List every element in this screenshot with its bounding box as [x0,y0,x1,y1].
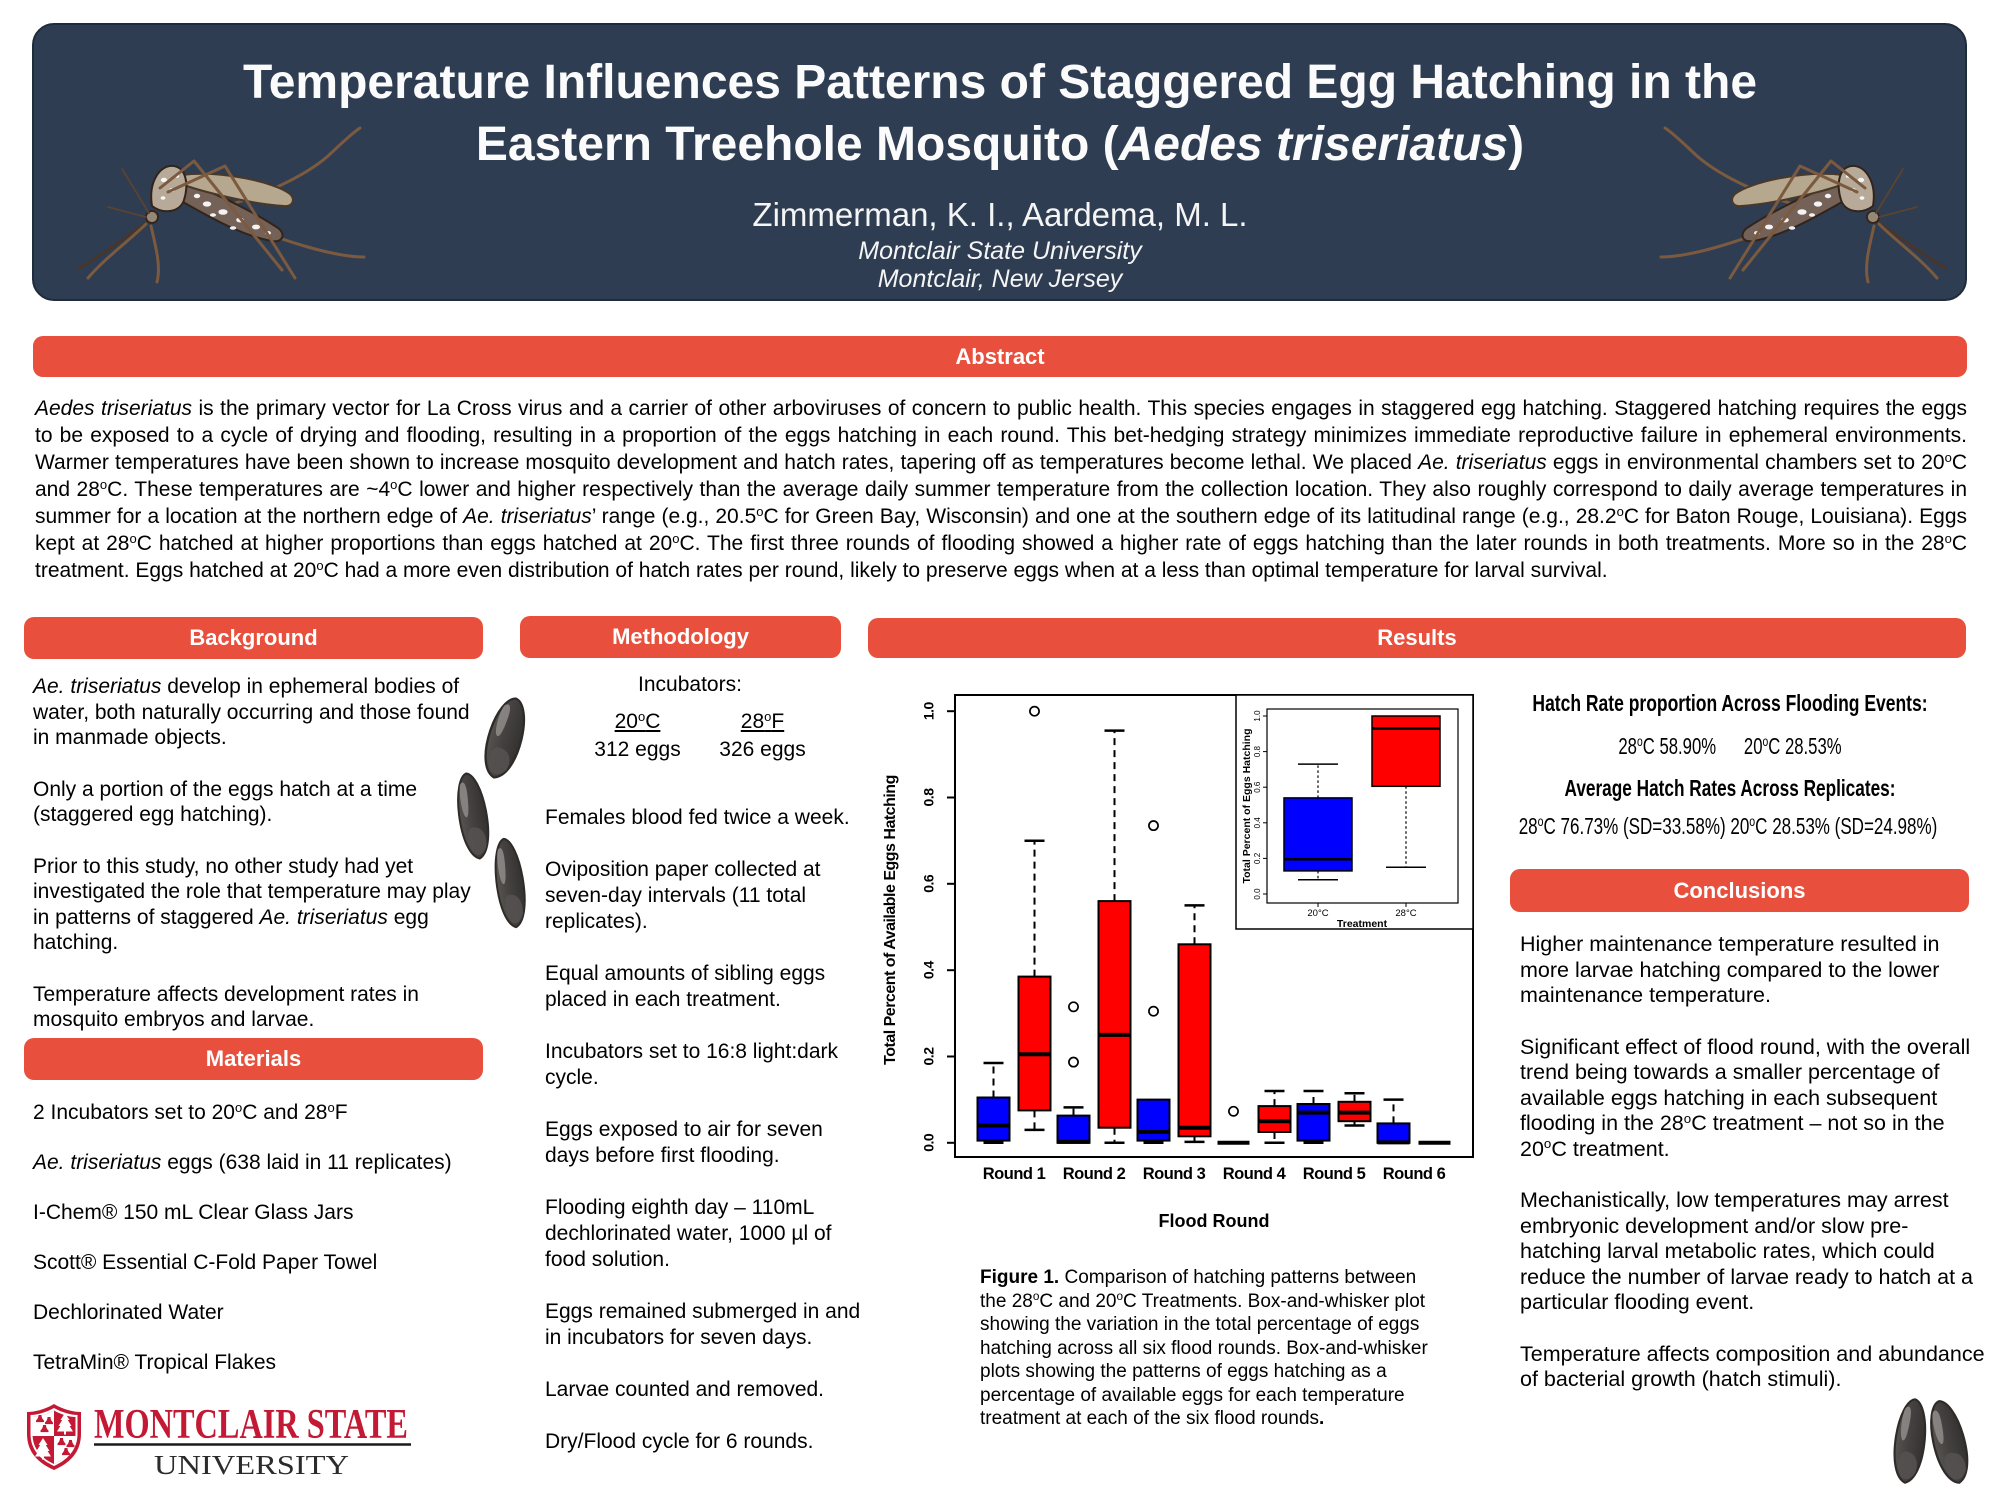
svg-text:Treatment: Treatment [1337,918,1388,930]
svg-text:0.2: 0.2 [1253,852,1262,864]
svg-text:Flood Round: Flood Round [1159,1211,1270,1231]
svg-text:Round 2: Round 2 [1063,1165,1126,1183]
svg-text:Round 3: Round 3 [1143,1165,1206,1183]
svg-text:0.6: 0.6 [921,874,937,893]
svg-text:0.4: 0.4 [921,961,937,980]
svg-text:Total Percent of Available Egg: Total Percent of Available Eggs Hatching [882,775,899,1065]
svg-text:Round 6: Round 6 [1383,1165,1446,1183]
svg-text:MONTCLAIR STATE: MONTCLAIR STATE [94,1402,408,1448]
svg-text:0.4: 0.4 [1253,817,1262,829]
svg-text:0.6: 0.6 [1253,781,1262,793]
svg-text:1.0: 1.0 [921,702,937,721]
svg-text:UNIVERSITY: UNIVERSITY [154,1450,349,1480]
svg-text:28°C: 28°C [1395,908,1416,919]
svg-text:Total Percent of Eggs Hatching: Total Percent of Eggs Hatching [1241,729,1253,884]
svg-text:Round 4: Round 4 [1223,1165,1287,1183]
svg-text:0.8: 0.8 [1253,745,1262,757]
svg-text:0.2: 0.2 [921,1047,937,1066]
svg-text:Round 1: Round 1 [983,1165,1046,1183]
svg-text:1.0: 1.0 [1253,710,1262,722]
svg-text:Round 5: Round 5 [1303,1165,1366,1183]
svg-text:0.0: 0.0 [1253,888,1262,900]
svg-text:0.0: 0.0 [921,1133,937,1152]
svg-text:20°C: 20°C [1307,908,1328,919]
svg-text:0.8: 0.8 [921,788,937,807]
